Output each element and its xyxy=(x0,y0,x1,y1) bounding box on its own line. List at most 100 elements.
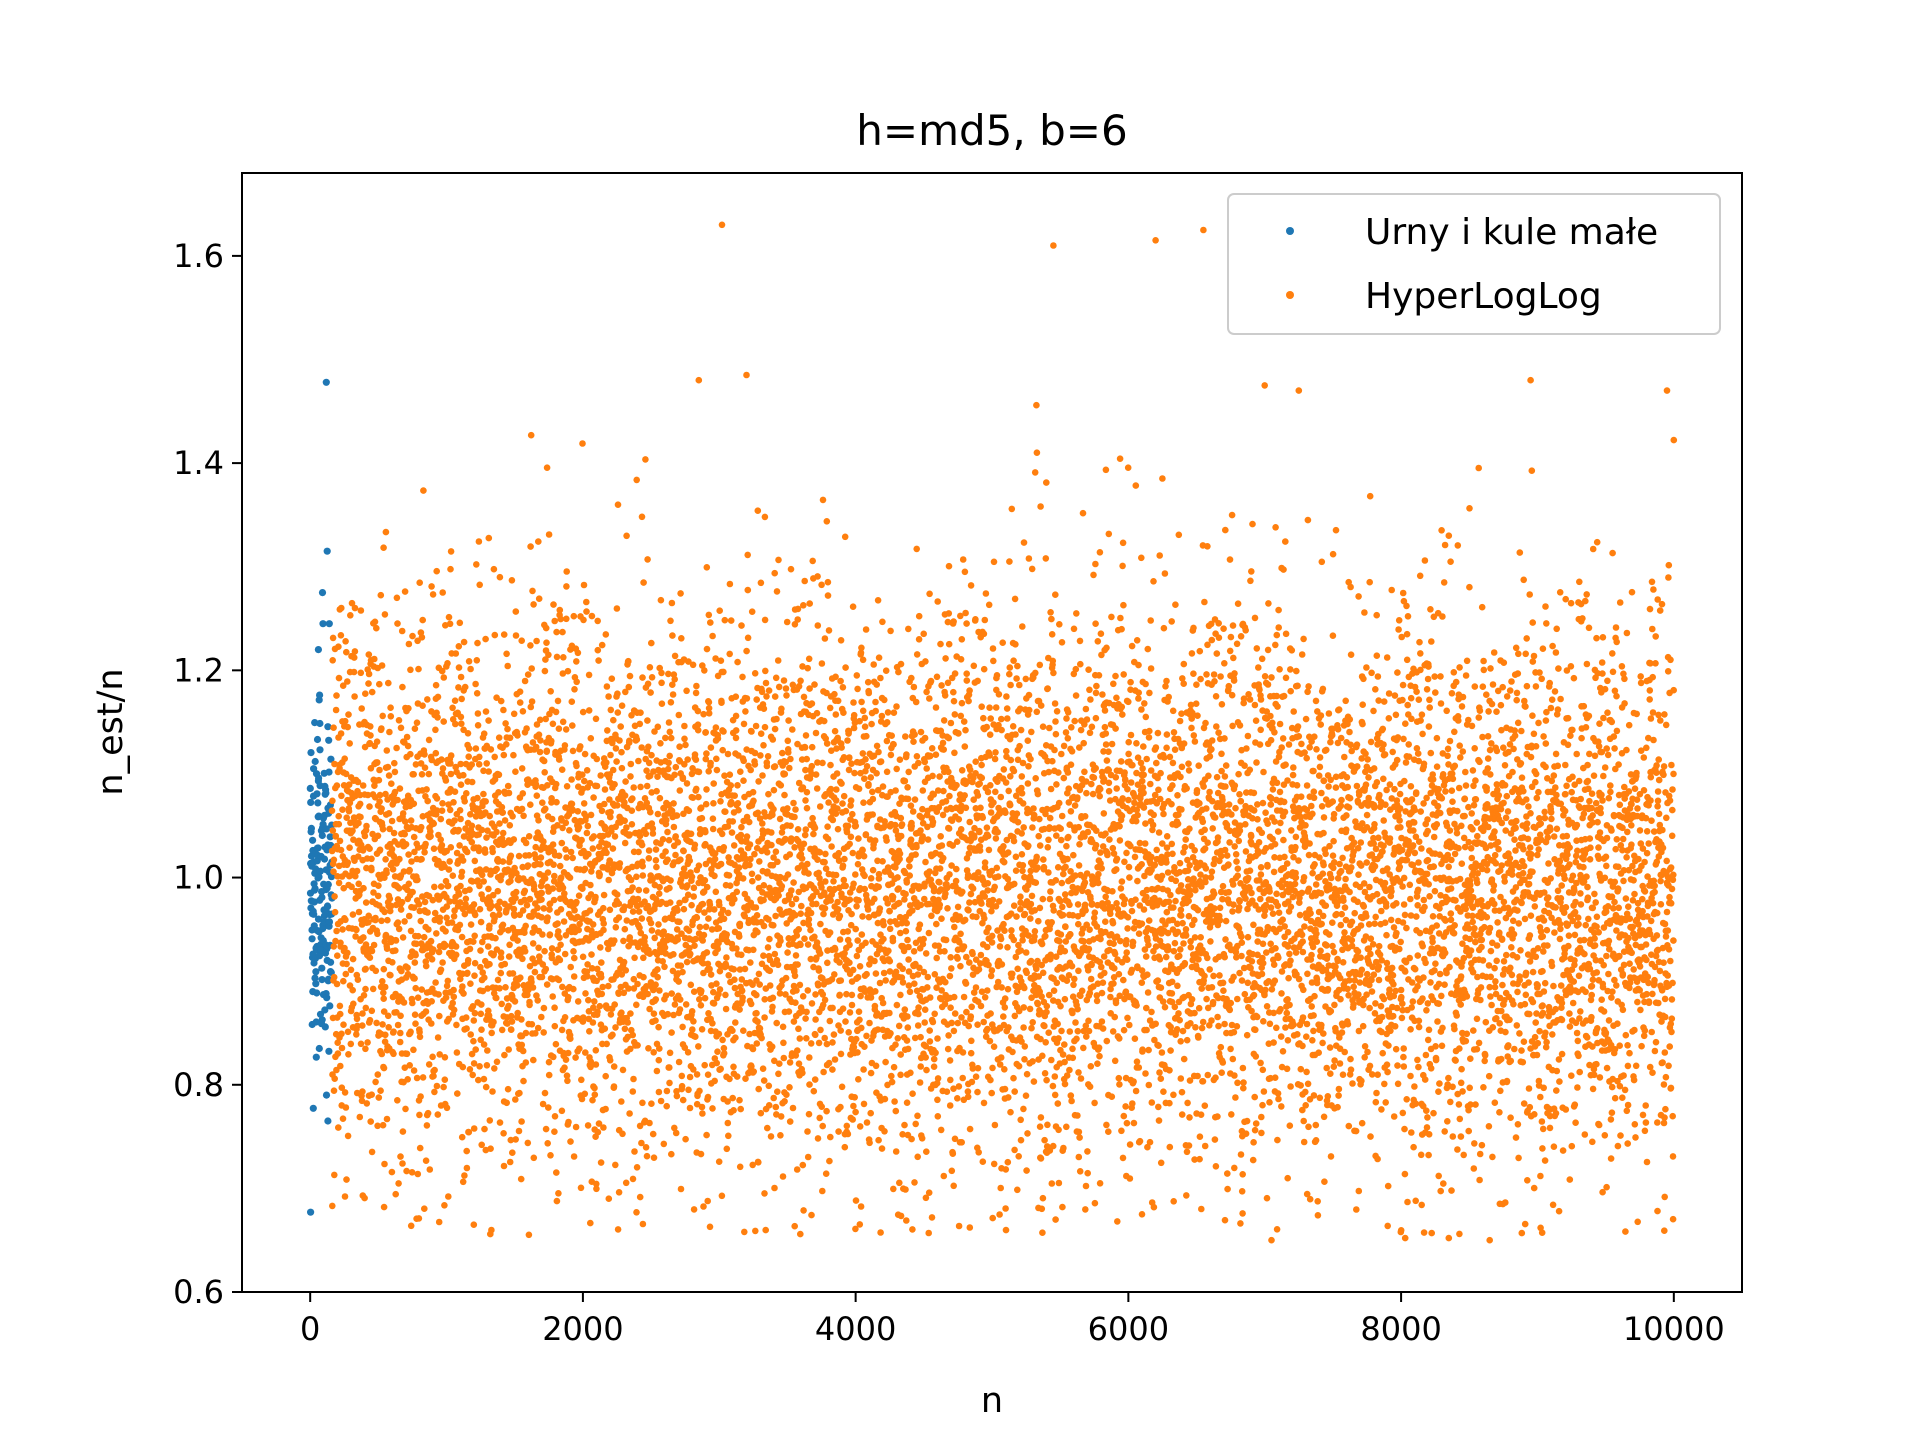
data-point-hyperloglog xyxy=(875,654,883,661)
data-point-hyperloglog xyxy=(761,996,768,1003)
data-point-hyperloglog xyxy=(753,991,760,999)
data-point-hyperloglog xyxy=(375,1094,383,1101)
data-point-hyperloglog xyxy=(747,1000,755,1008)
data-point-hyperloglog xyxy=(512,888,520,896)
data-point-hyperloglog xyxy=(650,1010,658,1017)
data-point-hyperloglog xyxy=(741,1228,748,1236)
data-point-hyperloglog xyxy=(329,657,337,664)
data-point-hyperloglog xyxy=(504,725,511,733)
data-point-hyperloglog xyxy=(362,899,370,906)
data-point-hyperloglog xyxy=(633,1164,641,1171)
data-point-hyperloglog xyxy=(869,811,876,818)
data-point-hyperloglog xyxy=(480,790,487,798)
data-point-hyperloglog xyxy=(676,918,683,926)
data-point-urny xyxy=(312,968,320,976)
data-point-hyperloglog xyxy=(899,979,907,986)
data-point-hyperloglog xyxy=(438,756,445,763)
data-point-hyperloglog xyxy=(735,806,742,814)
data-point-hyperloglog xyxy=(537,737,544,744)
data-point-hyperloglog xyxy=(849,810,856,818)
data-point-hyperloglog xyxy=(799,993,807,1000)
data-point-hyperloglog xyxy=(535,817,542,824)
data-point-hyperloglog xyxy=(427,833,434,840)
data-point-hyperloglog xyxy=(826,929,834,936)
data-point-hyperloglog xyxy=(909,1090,916,1097)
data-point-hyperloglog xyxy=(554,697,562,705)
data-point-hyperloglog xyxy=(401,830,409,838)
data-point-hyperloglog xyxy=(717,657,725,664)
data-point-hyperloglog xyxy=(434,693,442,701)
data-point-hyperloglog xyxy=(507,852,515,860)
data-point-hyperloglog xyxy=(332,706,340,714)
data-point-hyperloglog xyxy=(733,945,740,952)
data-point-hyperloglog xyxy=(798,902,805,910)
data-point-hyperloglog xyxy=(403,1050,411,1058)
data-point-hyperloglog xyxy=(910,738,917,745)
data-point-hyperloglog xyxy=(657,596,665,604)
data-point-hyperloglog xyxy=(529,940,537,947)
data-point-hyperloglog xyxy=(414,1170,422,1178)
data-point-hyperloglog xyxy=(856,1221,864,1228)
data-point-hyperloglog xyxy=(834,898,841,906)
data-point-hyperloglog xyxy=(528,978,535,986)
data-point-hyperloglog xyxy=(974,1021,981,1028)
data-point-hyperloglog xyxy=(784,737,792,745)
data-point-hyperloglog xyxy=(905,943,912,951)
data-point-hyperloglog xyxy=(732,1019,739,1026)
data-point-hyperloglog xyxy=(759,772,766,779)
data-point-hyperloglog xyxy=(458,695,466,703)
data-point-hyperloglog xyxy=(938,915,945,922)
data-point-hyperloglog xyxy=(902,927,910,935)
data-point-hyperloglog xyxy=(548,815,556,823)
data-point-hyperloglog xyxy=(753,912,761,919)
data-point-hyperloglog xyxy=(819,759,826,767)
data-point-hyperloglog xyxy=(447,548,455,555)
data-point-hyperloglog xyxy=(926,695,933,702)
data-point-hyperloglog xyxy=(636,1193,644,1201)
data-point-hyperloglog xyxy=(386,825,393,833)
data-point-hyperloglog xyxy=(575,892,583,899)
data-point-hyperloglog xyxy=(816,1114,823,1122)
data-point-hyperloglog xyxy=(725,872,733,879)
data-point-hyperloglog xyxy=(815,967,823,974)
data-point-hyperloglog xyxy=(875,870,883,878)
data-point-hyperloglog xyxy=(698,814,706,822)
data-point-hyperloglog xyxy=(831,971,838,978)
data-point-urny xyxy=(307,749,315,757)
data-point-hyperloglog xyxy=(905,625,912,633)
data-point-hyperloglog xyxy=(459,983,466,990)
data-point-hyperloglog xyxy=(569,747,577,755)
data-point-hyperloglog xyxy=(542,656,549,663)
data-point-hyperloglog xyxy=(972,616,979,623)
data-point-urny xyxy=(318,976,326,984)
data-point-hyperloglog xyxy=(471,911,479,919)
data-point-hyperloglog xyxy=(376,846,384,854)
data-point-hyperloglog xyxy=(855,835,862,842)
data-point-hyperloglog xyxy=(814,982,822,989)
data-point-hyperloglog xyxy=(541,667,549,675)
data-point-hyperloglog xyxy=(388,817,396,825)
data-point-hyperloglog xyxy=(485,768,493,775)
data-point-hyperloglog xyxy=(871,837,879,844)
data-point-hyperloglog xyxy=(897,814,905,822)
data-point-hyperloglog xyxy=(549,993,556,1000)
data-point-hyperloglog xyxy=(920,935,927,943)
data-point-hyperloglog xyxy=(888,1078,896,1086)
data-point-hyperloglog xyxy=(795,1025,802,1033)
data-point-hyperloglog xyxy=(804,1128,811,1135)
data-point-hyperloglog xyxy=(559,628,566,636)
data-point-urny xyxy=(324,880,332,889)
data-point-hyperloglog xyxy=(454,926,462,934)
data-point-hyperloglog xyxy=(823,1040,831,1048)
data-point-hyperloglog xyxy=(816,950,824,957)
data-point-hyperloglog xyxy=(368,1148,376,1156)
data-point-hyperloglog xyxy=(921,758,929,766)
data-point-hyperloglog xyxy=(678,635,685,642)
data-point-hyperloglog xyxy=(929,772,936,780)
data-point-hyperloglog xyxy=(346,844,353,851)
data-point-hyperloglog xyxy=(570,973,578,980)
data-point-hyperloglog xyxy=(857,1203,865,1210)
data-point-hyperloglog xyxy=(495,789,502,796)
data-point-hyperloglog xyxy=(431,1066,438,1074)
data-point-hyperloglog xyxy=(435,1218,443,1226)
